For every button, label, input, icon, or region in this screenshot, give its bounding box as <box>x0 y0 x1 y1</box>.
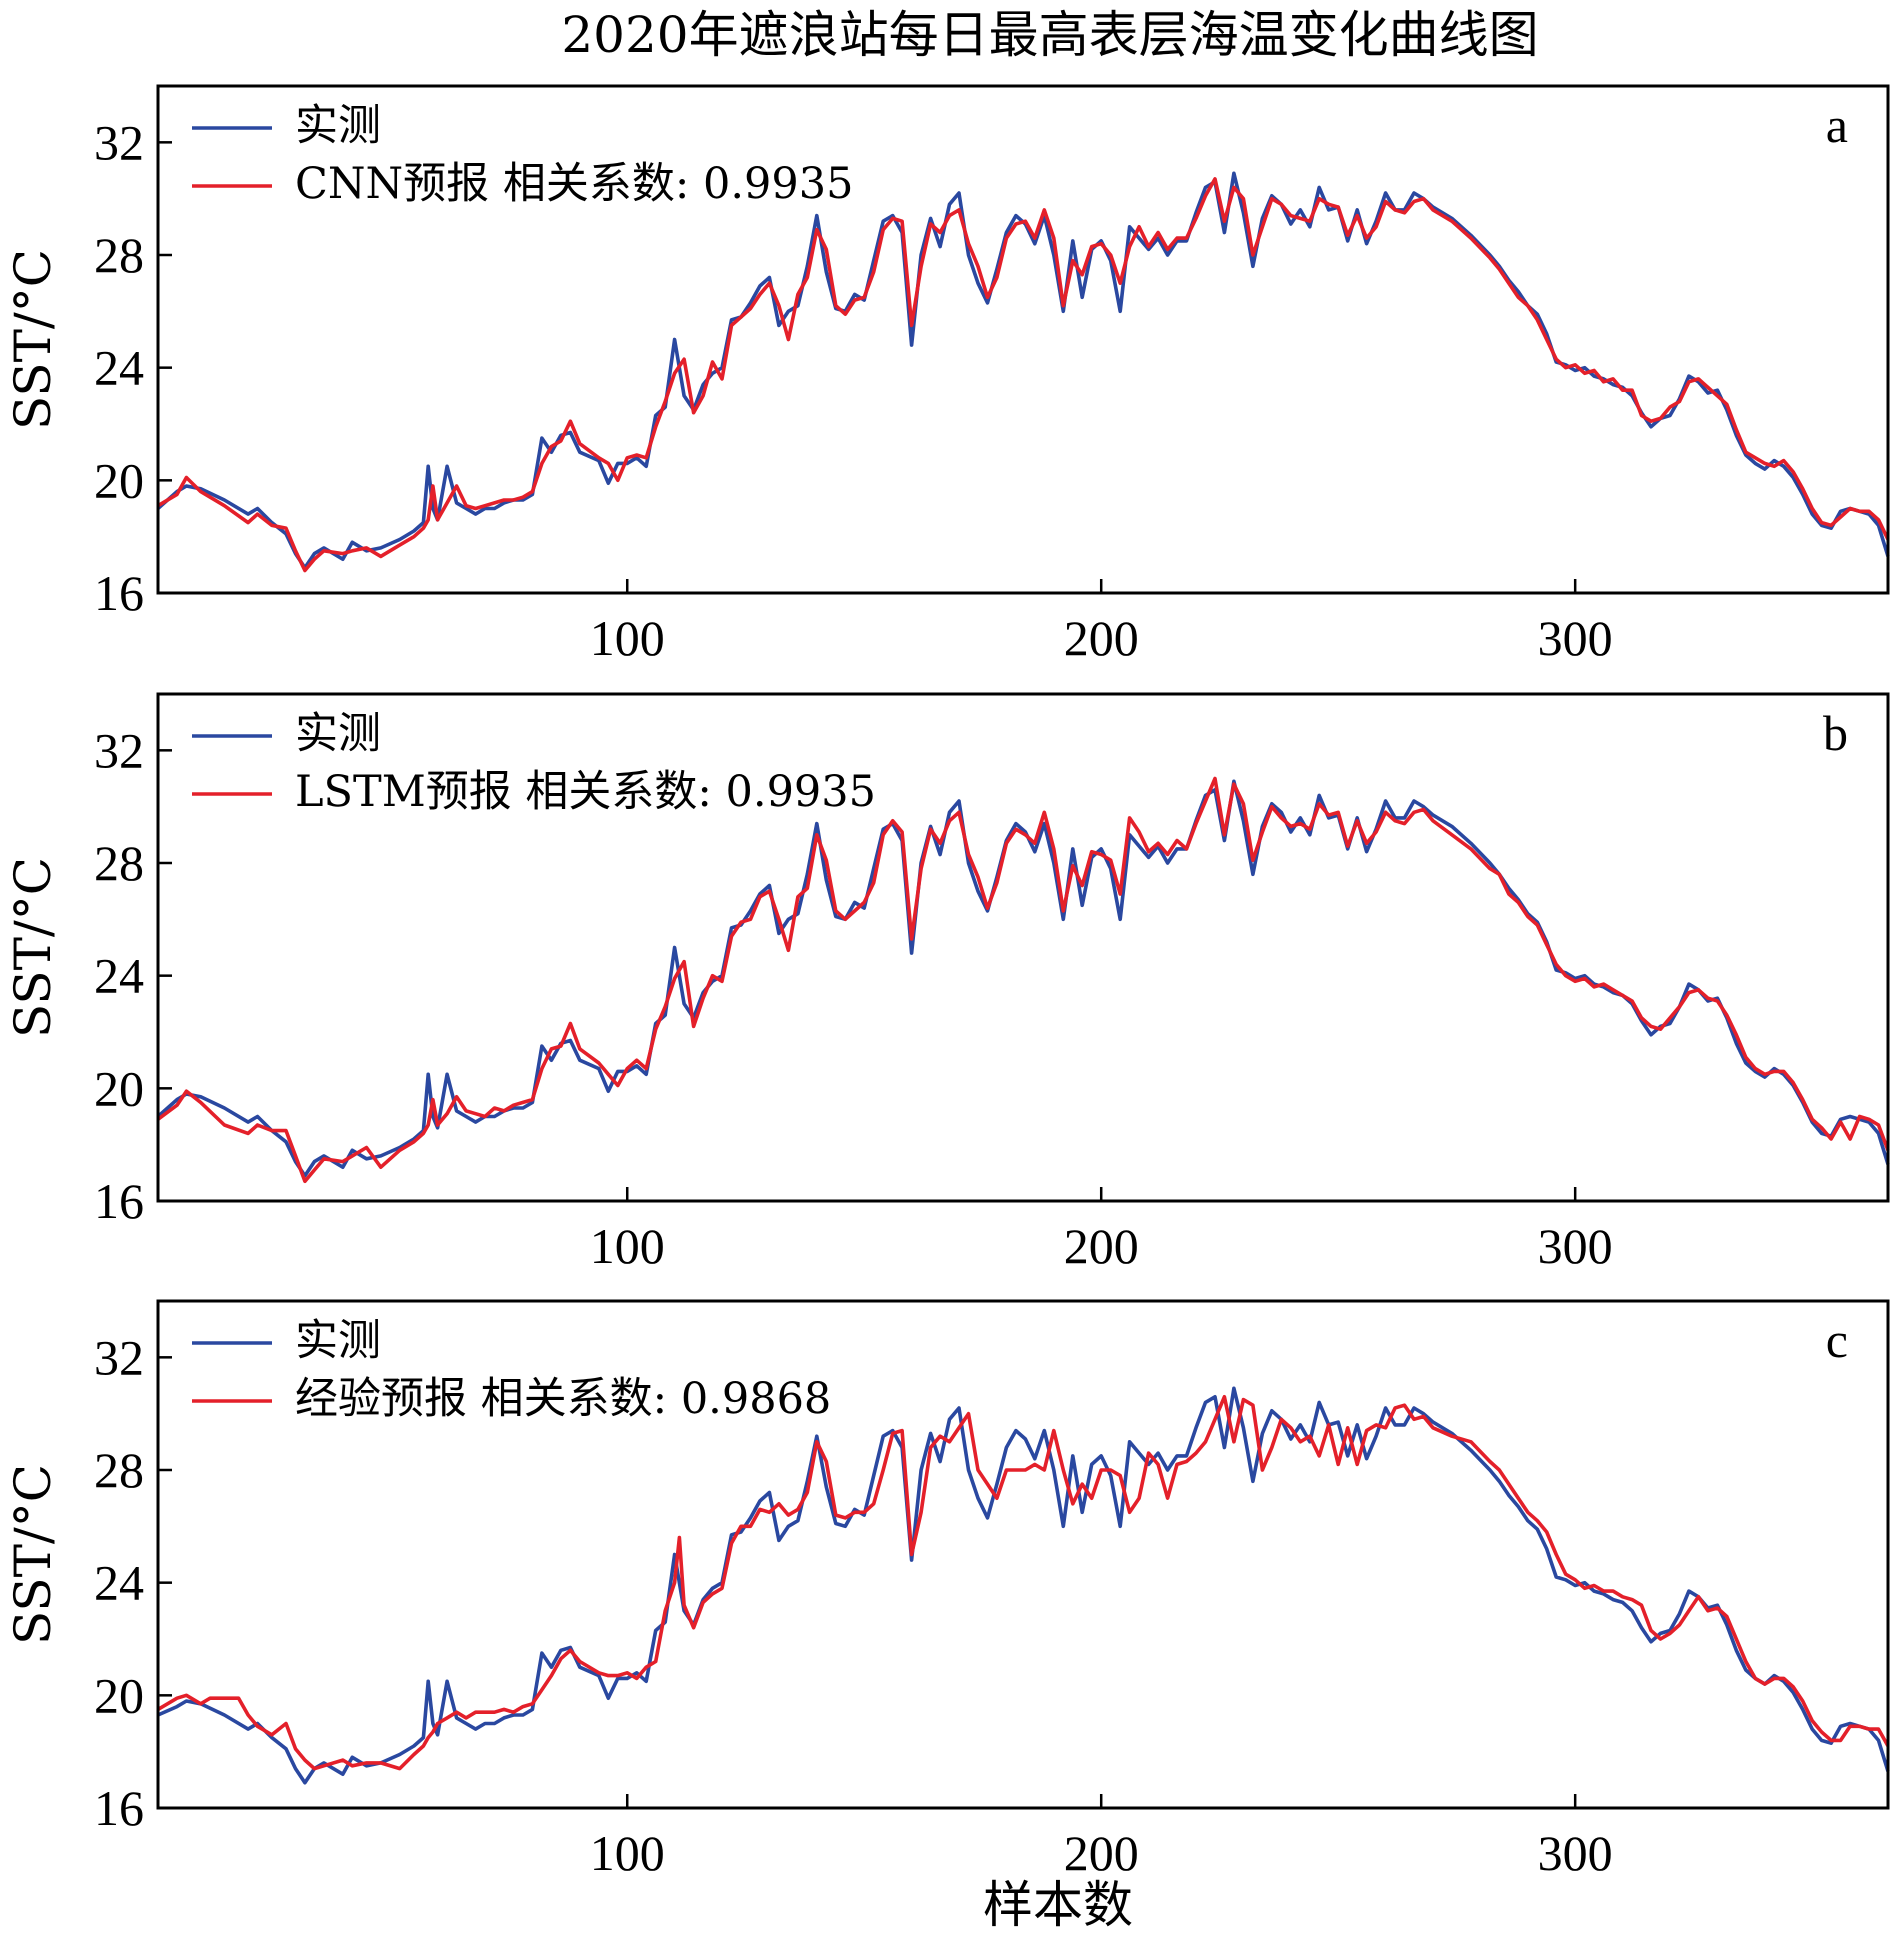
y-axis-label: SST/°C <box>4 1464 62 1645</box>
legend-label-forecast: LSTM预报 相关系数: 0.9935 <box>295 767 876 817</box>
y-tick-label: 16 <box>94 565 144 621</box>
y-tick-label: 16 <box>94 1780 144 1836</box>
y-tick-label: 28 <box>94 227 144 283</box>
legend-label-forecast: CNN预报 相关系数: 0.9935 <box>295 159 853 209</box>
x-tick-label: 300 <box>1538 610 1613 666</box>
y-tick-label: 20 <box>94 1667 144 1723</box>
y-tick-label: 28 <box>94 1442 144 1498</box>
legend-label-forecast: 经验预报 相关系数: 0.9868 <box>295 1374 831 1424</box>
y-tick-label: 32 <box>94 114 144 170</box>
legend-label-observed: 实测 <box>295 101 381 151</box>
panel-label: c <box>1826 1312 1848 1368</box>
panel-label: b <box>1823 705 1848 761</box>
legend-label-observed: 实测 <box>295 1316 381 1366</box>
series-line-observed <box>156 779 1890 1178</box>
x-tick-label: 200 <box>1064 1218 1139 1274</box>
x-tick-label: 200 <box>1064 1825 1139 1881</box>
chart-panel-b: 16 20 24 28 32 100 200 300 SST/°C b 实测 LSTM预报 相关系数:… <box>4 692 1890 1274</box>
x-tick-label: 100 <box>590 1825 665 1881</box>
panel-label: a <box>1826 97 1848 153</box>
series-line-observed <box>157 1386 1890 1785</box>
series-line-forecast <box>157 1395 1890 1771</box>
y-tick-label: 24 <box>94 1555 144 1611</box>
y-tick-label: 24 <box>94 340 144 396</box>
x-tick-label: 300 <box>1538 1825 1613 1881</box>
plot-frame <box>156 692 1890 1203</box>
y-axis-label: SST/°C <box>4 249 62 430</box>
series-line-observed <box>156 171 1890 570</box>
y-tick-label: 16 <box>94 1173 144 1229</box>
x-tick-label: 300 <box>1538 1218 1613 1274</box>
x-axis-label: 样本数 <box>983 1876 1133 1934</box>
chart-panel-a: 16 20 24 28 32 100 200 300 SST/°C a 实测 CNN预报 相关系数: … <box>4 84 1890 666</box>
x-tick-label: 100 <box>590 1218 665 1274</box>
panels: 16 20 24 28 32 100 200 300 SST/°C a 实测 CNN预报 相关系数: … <box>4 84 1890 1881</box>
series-line-forecast <box>157 177 1890 573</box>
y-tick-label: 28 <box>94 835 144 891</box>
y-tick-label: 24 <box>94 948 144 1004</box>
plot-frame <box>156 1299 1890 1810</box>
y-tick-label: 20 <box>94 452 144 508</box>
y-tick-label: 20 <box>94 1060 144 1116</box>
y-tick-label: 32 <box>94 722 144 778</box>
y-tick-label: 32 <box>94 1329 144 1385</box>
legend-label-observed: 实测 <box>295 709 381 759</box>
series-line-forecast <box>156 776 1890 1184</box>
x-tick-label: 100 <box>590 610 665 666</box>
figure-title: 2020年遮浪站每日最高表层海温变化曲线图 <box>561 6 1538 64</box>
plot-frame <box>156 84 1890 595</box>
y-axis-label: SST/°C <box>4 857 62 1038</box>
x-tick-label: 200 <box>1064 610 1139 666</box>
